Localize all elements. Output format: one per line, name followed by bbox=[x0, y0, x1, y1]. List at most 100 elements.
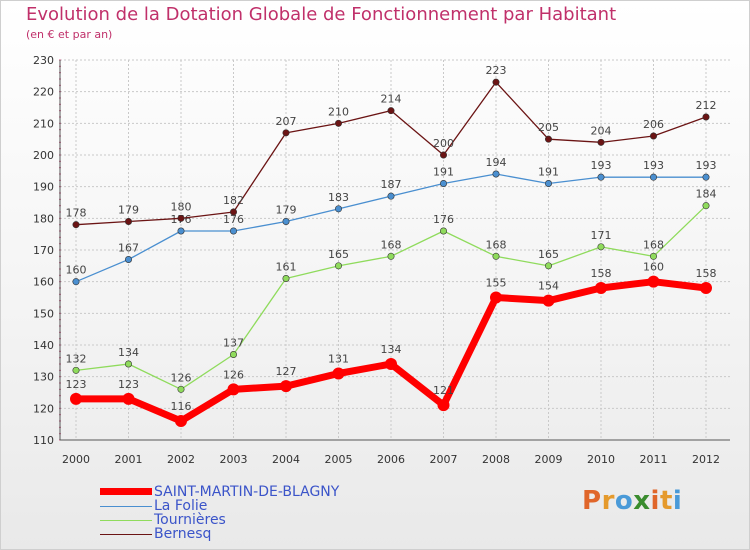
data-point bbox=[490, 291, 502, 304]
data-point bbox=[702, 173, 710, 181]
data-point bbox=[597, 138, 605, 146]
data-point bbox=[649, 173, 657, 181]
data-label: 204 bbox=[591, 124, 612, 137]
data-point bbox=[230, 350, 238, 358]
data-label: 134 bbox=[118, 346, 139, 359]
data-label: 223 bbox=[486, 64, 507, 77]
x-tick-label: 2001 bbox=[115, 453, 143, 466]
logo-letter: P bbox=[582, 486, 602, 516]
data-point bbox=[334, 119, 342, 127]
data-label: 127 bbox=[276, 365, 297, 378]
data-point bbox=[649, 132, 657, 140]
data-point bbox=[544, 262, 552, 270]
data-point bbox=[700, 282, 712, 294]
data-label: 179 bbox=[276, 204, 297, 217]
data-point bbox=[702, 113, 710, 121]
y-tick-label: 110 bbox=[33, 434, 54, 447]
logo-letter: i bbox=[650, 486, 660, 516]
data-point bbox=[125, 255, 133, 263]
data-label: 160 bbox=[66, 264, 87, 277]
data-label: 126 bbox=[223, 368, 244, 381]
data-point bbox=[595, 282, 607, 294]
legend-swatch bbox=[100, 488, 152, 495]
chart-title: Evolution de la Dotation Globale de Fonc… bbox=[26, 4, 617, 25]
data-point bbox=[597, 173, 605, 181]
data-point bbox=[439, 151, 447, 159]
logo-letter: i bbox=[672, 486, 683, 516]
data-label: 155 bbox=[486, 277, 507, 290]
data-label: 210 bbox=[328, 105, 349, 118]
data-label: 126 bbox=[171, 371, 192, 384]
legend-label: Bernesq bbox=[154, 526, 212, 542]
data-label: 121 bbox=[433, 384, 454, 397]
data-label: 131 bbox=[328, 353, 349, 366]
legend-swatch bbox=[100, 534, 152, 535]
data-point bbox=[387, 107, 395, 115]
data-point bbox=[649, 252, 657, 260]
y-tick-label: 120 bbox=[33, 402, 54, 415]
data-point bbox=[332, 367, 345, 380]
y-tick-label: 190 bbox=[33, 181, 54, 194]
data-label: 132 bbox=[66, 352, 87, 365]
data-point bbox=[125, 218, 133, 226]
x-tick-label: 2004 bbox=[272, 453, 300, 466]
data-label: 165 bbox=[538, 248, 559, 261]
data-label: 134 bbox=[381, 343, 402, 356]
y-tick-label: 210 bbox=[33, 117, 54, 130]
data-label: 193 bbox=[643, 159, 664, 172]
data-label: 187 bbox=[381, 178, 402, 191]
x-tick-label: 2009 bbox=[535, 453, 563, 466]
legend-label: SAINT-MARTIN-DE-BLAGNY bbox=[154, 484, 340, 500]
data-label: 200 bbox=[433, 137, 454, 150]
data-point bbox=[492, 252, 500, 260]
data-point bbox=[72, 278, 80, 286]
data-label: 168 bbox=[486, 238, 507, 251]
data-point bbox=[282, 274, 290, 282]
data-point bbox=[282, 129, 290, 137]
data-point bbox=[334, 262, 342, 270]
data-label: 116 bbox=[171, 400, 192, 413]
data-label: 176 bbox=[433, 213, 454, 226]
x-tick-label: 2012 bbox=[692, 453, 720, 466]
data-label: 154 bbox=[538, 280, 559, 293]
y-tick-label: 160 bbox=[33, 276, 54, 289]
data-label: 123 bbox=[66, 378, 87, 391]
data-label: 194 bbox=[486, 156, 507, 169]
data-label: 206 bbox=[643, 118, 664, 131]
data-label: 180 bbox=[171, 200, 192, 213]
data-point bbox=[72, 366, 80, 374]
logo-letter: o bbox=[614, 486, 634, 516]
legend-label: Tournières bbox=[154, 512, 226, 528]
x-tick-label: 2010 bbox=[587, 453, 615, 466]
chart-subtitle: (en € et par an) bbox=[26, 28, 113, 41]
data-point bbox=[544, 180, 552, 188]
logo-letter: t bbox=[659, 486, 673, 516]
legend-swatch bbox=[100, 520, 152, 521]
x-tick-label: 2003 bbox=[220, 453, 248, 466]
data-label: 158 bbox=[696, 267, 717, 280]
data-label: 158 bbox=[591, 267, 612, 280]
data-point bbox=[385, 358, 397, 370]
data-point bbox=[702, 202, 710, 210]
data-point bbox=[177, 214, 185, 222]
data-point bbox=[439, 227, 447, 235]
x-tick-label: 2008 bbox=[482, 453, 510, 466]
data-point bbox=[544, 135, 552, 143]
logo-letter: x bbox=[633, 486, 651, 516]
data-point bbox=[177, 227, 185, 235]
y-tick-label: 150 bbox=[33, 307, 54, 320]
y-tick-label: 180 bbox=[33, 212, 54, 225]
data-label: 161 bbox=[276, 261, 297, 274]
proxiti-logo: Proxiti bbox=[582, 486, 682, 516]
data-point bbox=[492, 170, 500, 178]
data-label: 165 bbox=[328, 248, 349, 261]
data-point bbox=[387, 192, 395, 200]
x-tick-label: 2011 bbox=[640, 453, 668, 466]
data-point bbox=[439, 180, 447, 188]
y-tick-label: 140 bbox=[33, 339, 54, 352]
data-label: 205 bbox=[538, 121, 559, 134]
data-point bbox=[437, 399, 450, 412]
y-tick-label: 130 bbox=[33, 371, 54, 384]
y-tick-label: 220 bbox=[33, 86, 54, 99]
logo-letter: r bbox=[601, 486, 615, 516]
